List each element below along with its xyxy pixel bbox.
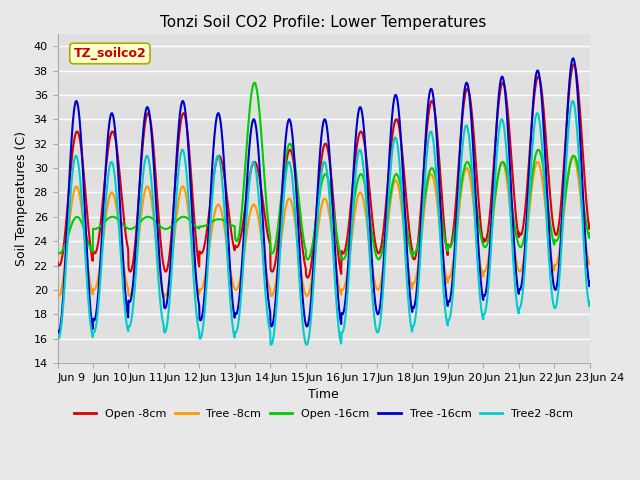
Title: Tonzi Soil CO2 Profile: Lower Temperatures: Tonzi Soil CO2 Profile: Lower Temperatur… (161, 15, 487, 30)
X-axis label: Time: Time (308, 388, 339, 401)
Legend: Open -8cm, Tree -8cm, Open -16cm, Tree -16cm, Tree2 -8cm: Open -8cm, Tree -8cm, Open -16cm, Tree -… (70, 405, 578, 423)
Y-axis label: Soil Temperatures (C): Soil Temperatures (C) (15, 131, 28, 266)
Text: TZ_soilco2: TZ_soilco2 (74, 47, 147, 60)
